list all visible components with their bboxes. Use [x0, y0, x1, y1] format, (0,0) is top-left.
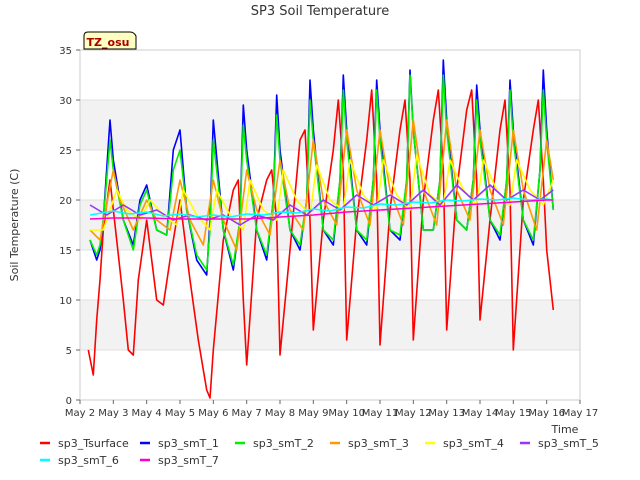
x-tick-label: May 12 [395, 408, 432, 419]
x-tick-label: May 10 [328, 408, 365, 419]
x-tick-label: May 2 [65, 408, 95, 419]
background-band [80, 100, 580, 150]
y-tick-label: 20 [59, 196, 72, 207]
series-line-sp3-smT-2 [89, 74, 555, 271]
y-axis-label: Soil Temperature (C) [8, 169, 21, 282]
y-tick-label: 15 [59, 246, 72, 257]
y-axis-ticks: 0 5 10 15 20 25 30 35 [59, 46, 80, 407]
x-tick-label: May 5 [165, 408, 195, 419]
legend-label: sp3_smT_4 [443, 437, 504, 450]
series-layer [87, 59, 555, 399]
legend-label: sp3_smT_5 [538, 437, 599, 450]
legend-label: sp3_smT_6 [58, 454, 119, 467]
y-tick-label: 25 [59, 146, 72, 157]
series-line-sp3-smT-1 [89, 59, 555, 276]
x-tick-label: May 11 [362, 408, 399, 419]
annotation-text: TZ_osu [87, 36, 130, 49]
legend-label: sp3_smT_1 [158, 437, 219, 450]
y-tick-label: 5 [66, 346, 72, 357]
y-tick-label: 10 [59, 296, 72, 307]
x-tick-label: May 14 [462, 408, 499, 419]
y-tick-label: 35 [59, 46, 72, 57]
series-line-sp3-smT-7 [89, 199, 554, 220]
x-tick-label: May 6 [198, 408, 228, 419]
legend-label: sp3_smT_2 [253, 437, 314, 450]
x-tick-label: May 13 [428, 408, 465, 419]
series-line-sp3-smT-4 [90, 154, 555, 231]
annotation-box [83, 31, 137, 50]
plot-frame [79, 49, 581, 401]
x-tick-label: May 7 [232, 408, 262, 419]
legend-label: sp3_smT_7 [158, 454, 219, 467]
series-line-sp3-smT-5 [89, 184, 554, 226]
legend-label: sp3_Tsurface [58, 437, 129, 450]
x-tick-label: May 4 [132, 408, 162, 419]
series-line-sp3-smT-6 [89, 197, 554, 218]
x-tick-label: May 9 [298, 408, 328, 419]
x-tick-label: May 8 [265, 408, 295, 419]
tz-annotation: TZ_osu [83, 31, 137, 50]
x-axis-label: Time [551, 423, 579, 436]
y-tick-label: 0 [66, 396, 72, 407]
legend-label: sp3_smT_3 [348, 437, 409, 450]
chart-title: SP3 Soil Temperature [251, 4, 389, 19]
background-band [80, 300, 580, 350]
x-tick-label: May 16 [528, 408, 565, 419]
y-tick-label: 30 [59, 96, 72, 107]
legend: sp3_Tsurface sp3_smT_1 sp3_smT_2 sp3_smT_3 s… [40, 437, 599, 467]
x-tick-label: May 15 [495, 408, 532, 419]
x-tick-label: May 3 [98, 408, 128, 419]
x-tick-label: May 17 [562, 408, 599, 419]
x-axis-ticks: May 2 May 3 May 4 May 5 May 6 May 7 May 8 May 9… [65, 400, 598, 419]
